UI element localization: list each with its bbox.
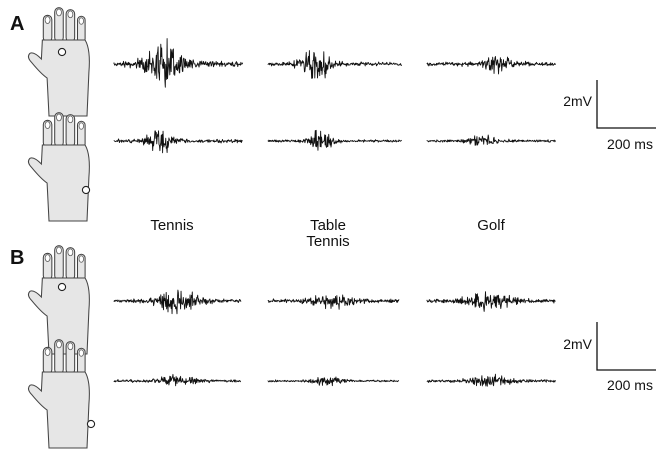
panel-letter-a: A xyxy=(10,13,24,35)
scale-bar-a: 2mV 200 ms xyxy=(563,80,656,152)
electrode-marker xyxy=(57,47,67,57)
trace-b1-table-tennis xyxy=(267,294,400,310)
label-tennis: Tennis xyxy=(150,217,193,234)
trace-a1-tennis xyxy=(113,38,244,88)
trace-b1-tennis xyxy=(113,289,242,315)
label-table-tennis-line2: Tennis xyxy=(306,233,349,250)
scale-time-label: 200 ms xyxy=(607,136,653,152)
scale-amplitude-label: 2mV xyxy=(563,336,592,352)
scale-bar-b: 2mV 200 ms xyxy=(563,322,656,393)
panel-letter-b: B xyxy=(10,247,24,269)
trace-a2-golf xyxy=(426,134,557,146)
trace-a1-golf xyxy=(426,56,556,75)
label-golf: Golf xyxy=(477,217,505,234)
scale-amplitude-label: 2mV xyxy=(563,93,592,109)
trace-a2-table-tennis xyxy=(267,129,402,151)
electrode-marker xyxy=(81,185,91,195)
trace-b2-table-tennis xyxy=(267,376,400,387)
label-table-tennis-line1: Table xyxy=(310,217,346,234)
trace-b1-golf xyxy=(426,291,556,312)
trace-a1-table-tennis xyxy=(267,50,402,79)
trace-a2-tennis xyxy=(113,130,243,154)
electrode-marker xyxy=(57,282,67,292)
emg-traces xyxy=(113,38,557,387)
scale-time-label: 200 ms xyxy=(607,377,653,393)
hand-illustration-a-wrist-electrode xyxy=(27,112,91,222)
hand-illustration-b-wrist-electrode xyxy=(27,339,96,449)
hand-illustration-a-hand-electrode xyxy=(27,7,90,117)
hand-illustration-b-hand-electrode xyxy=(27,245,90,355)
trace-b2-golf xyxy=(426,373,556,387)
electrode-marker xyxy=(86,419,96,429)
trace-b2-tennis xyxy=(113,373,241,387)
